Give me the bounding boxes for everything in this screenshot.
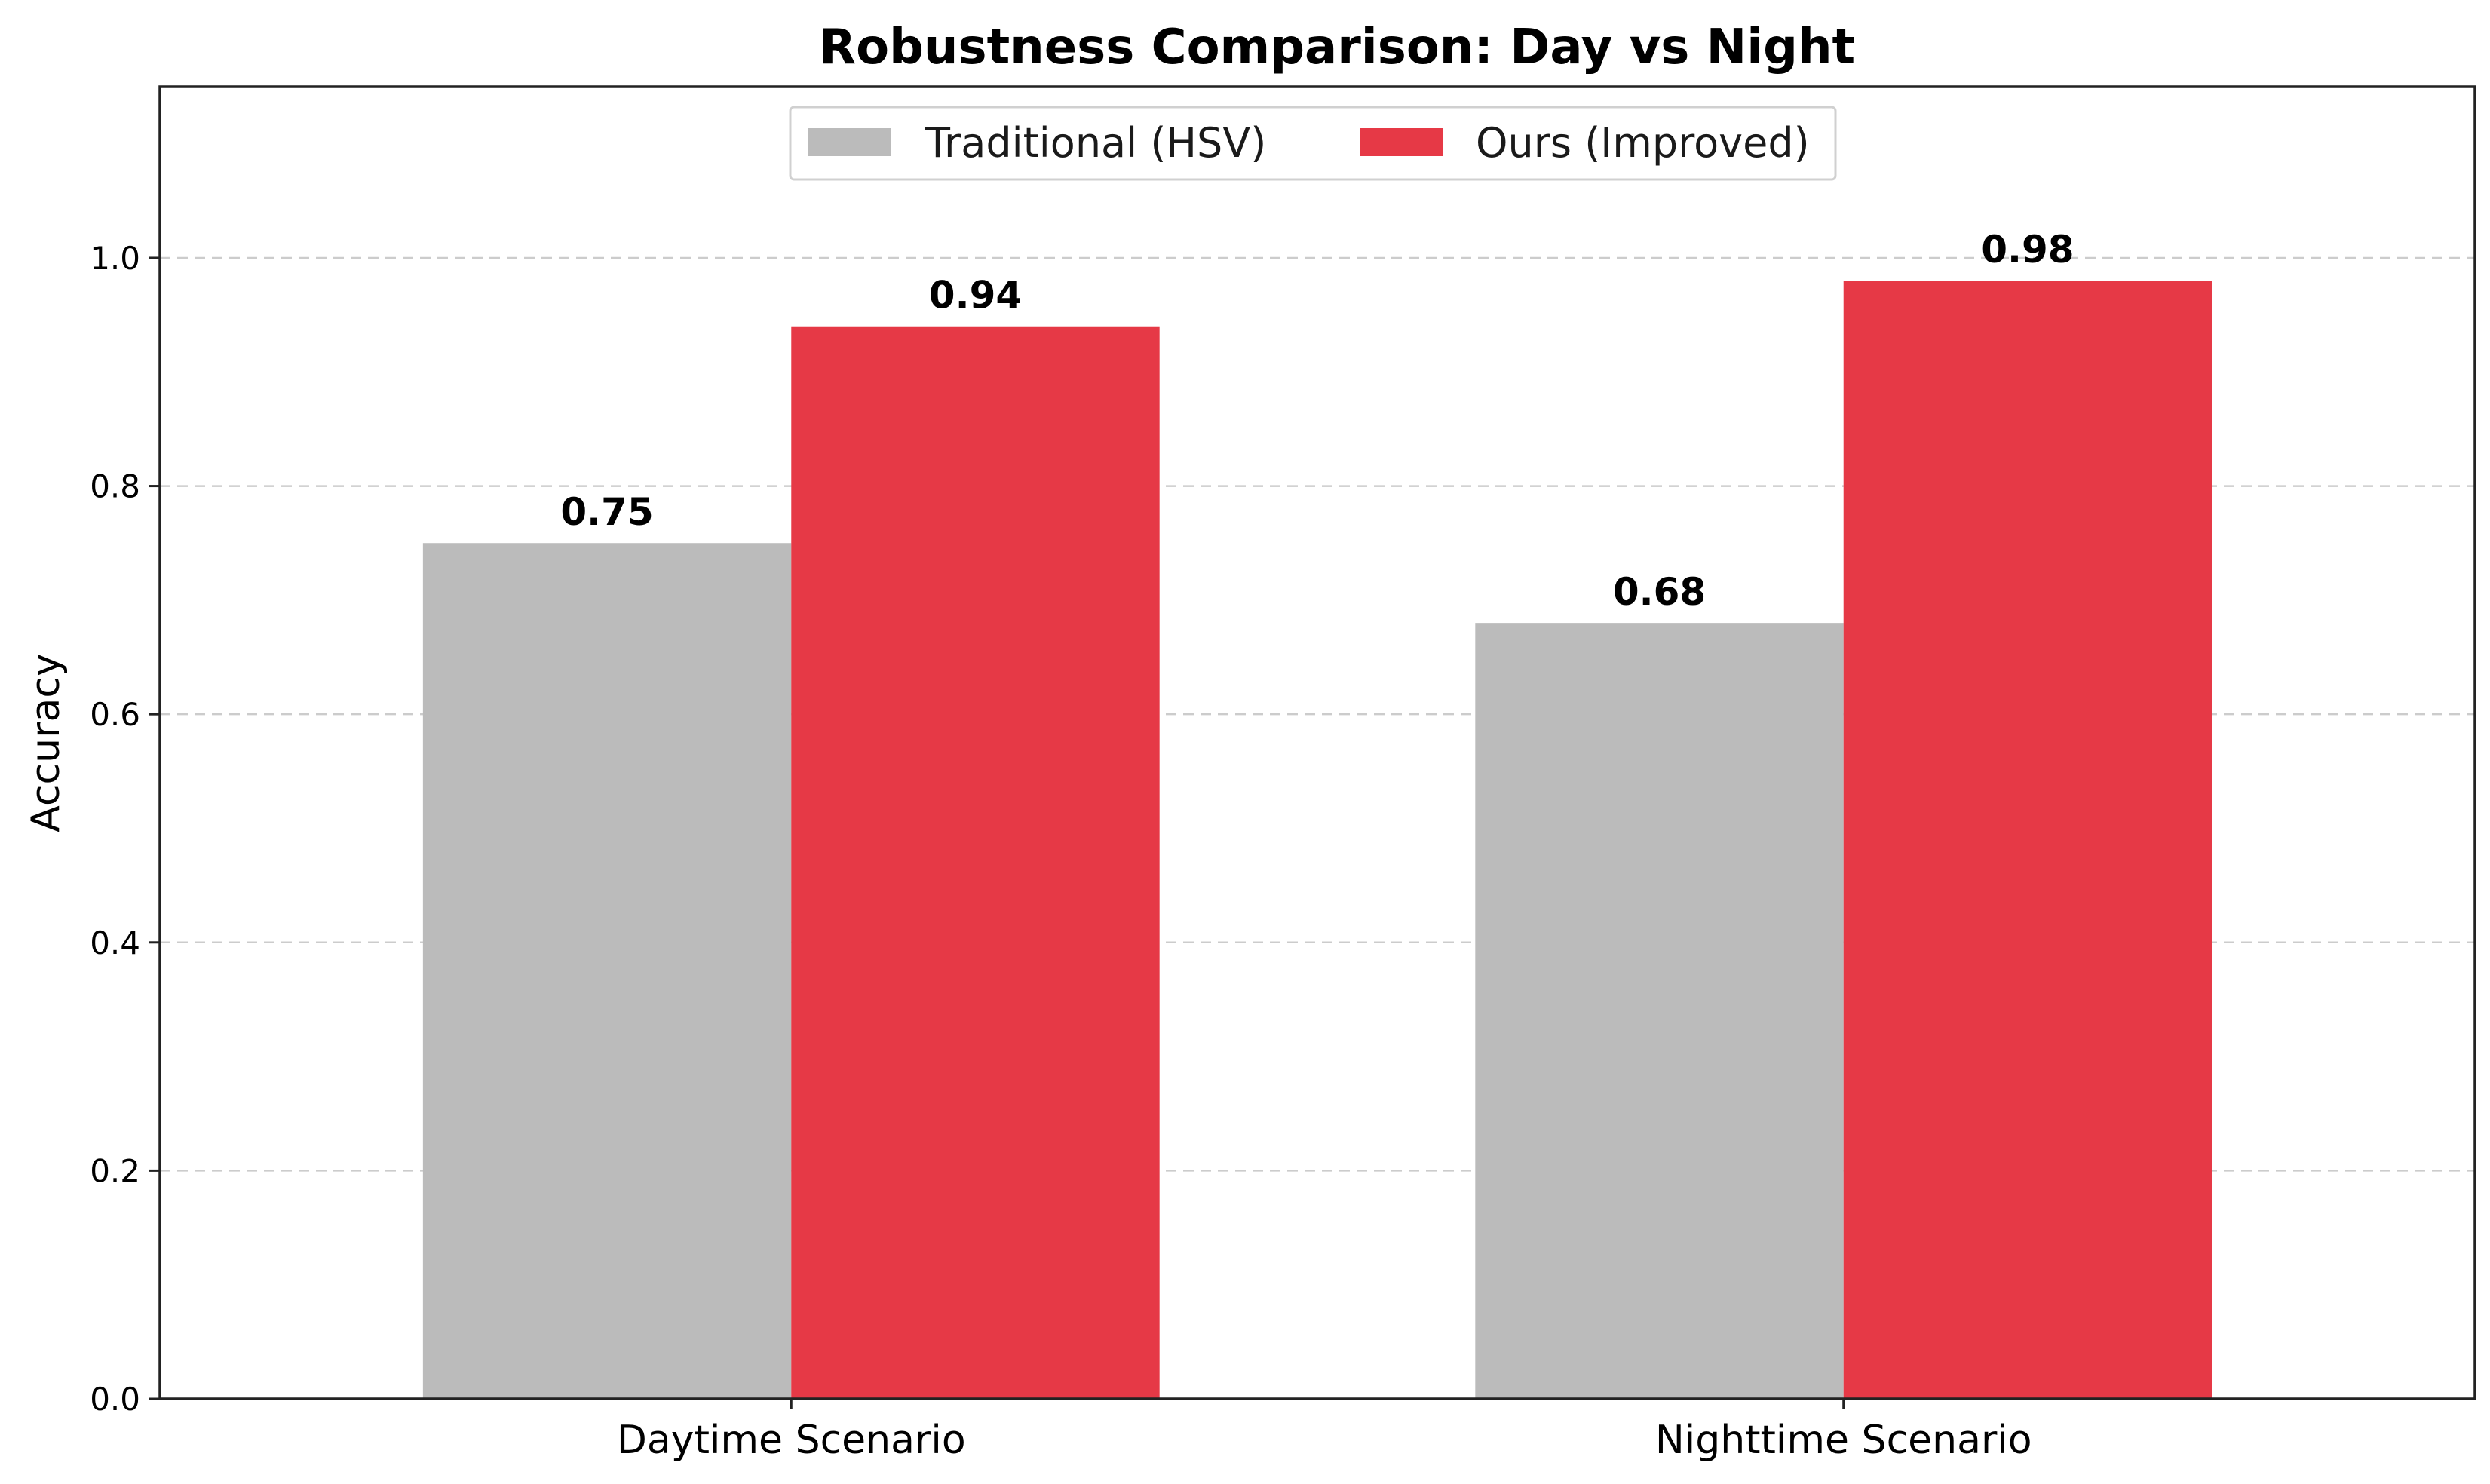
bar-traditional-hsv-nighttime-scenario xyxy=(1475,623,1844,1400)
value-label-ours-improved-nighttime-scenario: 0.98 xyxy=(1981,228,2074,271)
value-label-traditional-hsv-daytime-scenario: 0.75 xyxy=(560,490,653,534)
bar-value-labels: 0.75 0.68 0.94 0.98 xyxy=(560,228,2074,614)
y-tick-label-1-0: 1.0 xyxy=(90,240,140,277)
bar-ours-improved-nighttime-scenario xyxy=(1843,281,2212,1399)
y-tick-label-0-0: 0.0 xyxy=(90,1381,140,1418)
x-axis-ticks: Daytime Scenario Nighttime Scenario xyxy=(617,1399,2032,1463)
legend-label-traditional-hsv: Traditional (HSV) xyxy=(925,119,1266,167)
y-tick-label-0-2: 0.2 xyxy=(90,1152,140,1189)
legend-swatch-ours-improved xyxy=(1360,128,1443,156)
y-axis-ticks: 0.0 0.2 0.4 0.6 0.8 1.0 xyxy=(90,240,160,1418)
legend-label-ours-improved: Ours (Improved) xyxy=(1476,119,1810,167)
plot-frame xyxy=(158,85,2476,1400)
legend: Traditional (HSV) Ours (Improved) xyxy=(789,106,1837,181)
bar-ours-improved-daytime-scenario xyxy=(791,326,1160,1399)
legend-swatch-traditional-hsv xyxy=(808,128,891,156)
y-axis-label: Accuracy xyxy=(23,653,69,832)
legend-frame xyxy=(789,106,1837,181)
y-tick-label-0-6: 0.6 xyxy=(90,696,140,733)
value-label-traditional-hsv-nighttime-scenario: 0.68 xyxy=(1613,570,1706,614)
x-tick-label-nighttime-scenario: Nighttime Scenario xyxy=(1655,1418,2032,1463)
bars xyxy=(422,281,2212,1400)
chart-title: Robustness Comparison: Day vs Night xyxy=(819,20,1855,75)
value-label-ours-improved-daytime-scenario: 0.94 xyxy=(929,274,1022,317)
y-tick-label-0-8: 0.8 xyxy=(90,468,140,505)
x-tick-label-daytime-scenario: Daytime Scenario xyxy=(617,1418,966,1463)
bar-traditional-hsv-daytime-scenario xyxy=(422,543,792,1399)
y-tick-label-0-4: 0.4 xyxy=(90,924,140,961)
